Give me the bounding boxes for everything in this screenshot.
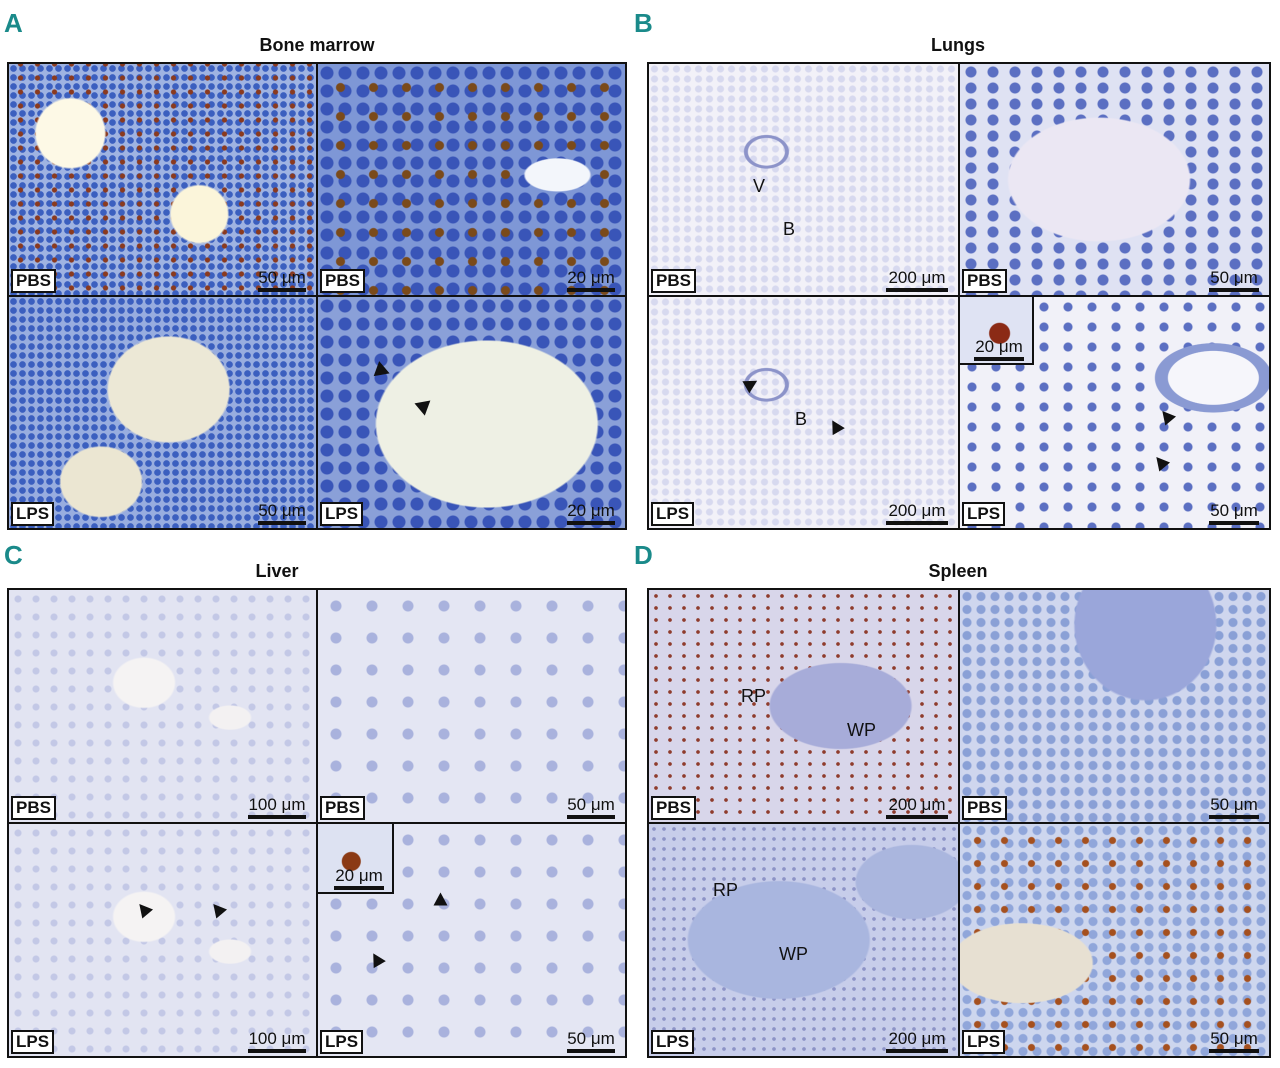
scale-bar: 200 μm bbox=[886, 796, 948, 819]
scale-bar: 50 μm bbox=[1209, 269, 1259, 292]
micrograph-spleen-lps-high: LPS 50 μm bbox=[960, 824, 1269, 1056]
micrograph-lungs-pbs-low: V B PBS 200 μm bbox=[649, 64, 958, 295]
micrograph-lungs-lps-high: 20 μm LPS 50 μm bbox=[960, 297, 1269, 528]
condition-label: PBS bbox=[320, 269, 365, 293]
bronchus-label: B bbox=[795, 409, 808, 429]
micrograph-bone-marrow-pbs-low: PBS 50 μm bbox=[9, 64, 316, 295]
condition-label: PBS bbox=[651, 796, 696, 820]
scale-bar: 50 μm bbox=[1209, 1030, 1259, 1053]
condition-label: LPS bbox=[320, 502, 364, 526]
condition-label: PBS bbox=[11, 269, 56, 293]
panel-letter-b: B bbox=[634, 8, 653, 38]
micrograph-bone-marrow-lps-high: LPS 20 μm bbox=[318, 297, 625, 528]
panel-letter-d: D bbox=[634, 540, 653, 570]
micrograph-spleen-pbs-high: PBS 50 μm bbox=[960, 590, 1269, 822]
scale-bar: 50 μm bbox=[1209, 796, 1259, 819]
micrograph-liver-pbs-low: PBS 100 μm bbox=[9, 590, 316, 822]
panel-title-bone-marrow: Bone marrow bbox=[259, 35, 375, 55]
condition-label: LPS bbox=[11, 502, 55, 526]
condition-label: LPS bbox=[962, 502, 1006, 526]
arrowhead-icon bbox=[433, 892, 448, 906]
inset-scale-bar: 20 μm bbox=[974, 338, 1024, 361]
micrograph-liver-lps-high: 20 μm LPS 50 μm bbox=[318, 824, 625, 1056]
condition-label: LPS bbox=[651, 1030, 695, 1054]
arrowhead-icon bbox=[742, 374, 761, 394]
micrograph-bone-marrow-pbs-high: PBS 20 μm bbox=[318, 64, 625, 295]
scale-bar: 50 μm bbox=[567, 796, 615, 819]
panel-title-liver: Liver bbox=[255, 561, 299, 581]
panel-title-spleen: Spleen bbox=[928, 561, 988, 581]
white-pulp-label: WP bbox=[779, 944, 808, 964]
micrograph-lungs-lps-low: B LPS 200 μm bbox=[649, 297, 958, 528]
condition-label: LPS bbox=[320, 1030, 364, 1054]
arrowhead-icon bbox=[367, 949, 386, 969]
scale-bar: 50 μm bbox=[1209, 502, 1259, 525]
red-pulp-label: RP bbox=[713, 880, 739, 900]
micrograph-bone-marrow-lps-low: LPS 50 μm bbox=[9, 297, 316, 528]
inset-image: 20 μm bbox=[318, 824, 394, 894]
inset-scale-bar: 20 μm bbox=[334, 867, 384, 890]
red-pulp-label: RP bbox=[741, 686, 767, 706]
micrograph-spleen-lps-low: RP WP LPS 200 μm bbox=[649, 824, 958, 1056]
scale-bar: 200 μm bbox=[886, 1030, 948, 1053]
panel-a-grid: PBS 50 μm PBS 20 μm LPS 50 μm LPS 20 μm bbox=[7, 62, 627, 530]
scale-bar: 100 μm bbox=[248, 796, 306, 819]
condition-label: LPS bbox=[651, 502, 695, 526]
scale-bar: 200 μm bbox=[886, 269, 948, 292]
micrograph-liver-pbs-high: PBS 50 μm bbox=[318, 590, 625, 822]
micrograph-spleen-pbs-low: RP WP PBS 200 μm bbox=[649, 590, 958, 822]
white-pulp-label: WP bbox=[847, 720, 876, 740]
condition-label: LPS bbox=[962, 1030, 1006, 1054]
panel-d-grid: RP WP PBS 200 μm PBS 50 μm RP WP LPS 200… bbox=[647, 588, 1271, 1058]
scale-bar: 50 μm bbox=[567, 1030, 615, 1053]
micrograph-liver-lps-low: LPS 100 μm bbox=[9, 824, 316, 1056]
condition-label: PBS bbox=[11, 796, 56, 820]
scale-bar: 20 μm bbox=[567, 502, 615, 525]
panel-title-lungs: Lungs bbox=[931, 35, 985, 55]
scale-bar: 100 μm bbox=[248, 1030, 306, 1053]
arrowhead-icon bbox=[207, 899, 228, 919]
arrowhead-icon bbox=[1156, 406, 1177, 426]
arrowhead-icon bbox=[414, 394, 436, 416]
scale-bar: 50 μm bbox=[258, 502, 306, 525]
panel-letter-c: C bbox=[4, 540, 23, 570]
condition-label: PBS bbox=[962, 796, 1007, 820]
micrograph-lungs-pbs-high: PBS 50 μm bbox=[960, 64, 1269, 295]
scale-bar: 20 μm bbox=[567, 269, 615, 292]
condition-label: PBS bbox=[962, 269, 1007, 293]
vessel-label: V bbox=[753, 176, 766, 196]
arrowhead-icon bbox=[826, 416, 845, 436]
panel-c-grid: PBS 100 μm PBS 50 μm LPS 100 μm 20 μm LP… bbox=[7, 588, 627, 1058]
scale-bar: 50 μm bbox=[258, 269, 306, 292]
arrowhead-icon bbox=[1150, 452, 1171, 472]
arrowhead-icon bbox=[133, 899, 154, 919]
condition-label: PBS bbox=[320, 796, 365, 820]
panel-letter-a: A bbox=[4, 8, 23, 38]
inset-image: 20 μm bbox=[960, 297, 1034, 365]
condition-label: LPS bbox=[11, 1030, 55, 1054]
bronchus-label: B bbox=[783, 219, 796, 239]
panel-b-grid: V B PBS 200 μm PBS 50 μm B LPS 200 μm 20… bbox=[647, 62, 1271, 530]
arrowhead-icon bbox=[373, 361, 393, 381]
condition-label: PBS bbox=[651, 269, 696, 293]
scale-bar: 200 μm bbox=[886, 502, 948, 525]
